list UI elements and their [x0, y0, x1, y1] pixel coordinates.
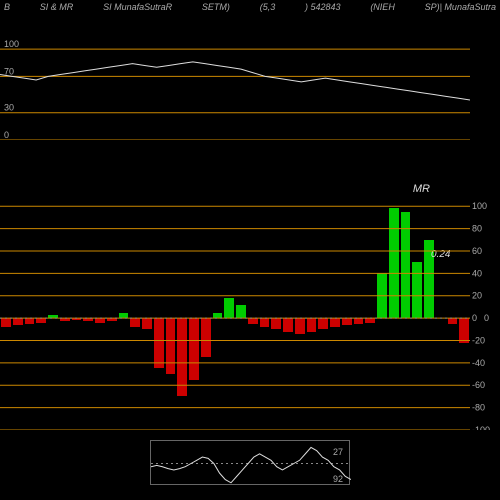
- header-item: ) 542843: [305, 2, 341, 14]
- header-item: (5,3: [260, 2, 276, 14]
- middle-grid: -100 -80 -60 -40 -20 0 20 40 60 80 100 0: [0, 195, 500, 430]
- header-item: (NIEH: [370, 2, 395, 14]
- svg-text:0: 0: [484, 313, 489, 323]
- svg-text:0: 0: [4, 130, 9, 140]
- svg-text:100: 100: [4, 40, 19, 49]
- header-item: B: [4, 2, 10, 14]
- svg-text:70: 70: [4, 66, 14, 76]
- svg-text:0: 0: [472, 313, 477, 323]
- svg-text:27: 27: [333, 447, 343, 457]
- header-item: SI & MR: [40, 2, 74, 14]
- svg-text:-40: -40: [472, 358, 485, 368]
- middle-chart-panel: MR 0.24 -100-80-60-40-200204060801000: [0, 195, 470, 430]
- upper-chart-panel: 0307010044.3: [0, 40, 470, 140]
- svg-text:-80: -80: [472, 403, 485, 413]
- svg-text:20: 20: [472, 291, 482, 301]
- svg-text:-60: -60: [472, 380, 485, 390]
- lower-chart-panel: 27 92: [150, 440, 350, 485]
- svg-text:-100: -100: [472, 425, 490, 430]
- svg-text:-20: -20: [472, 335, 485, 345]
- header-item: SP)| MunafaSutra: [425, 2, 496, 14]
- svg-text:60: 60: [472, 246, 482, 256]
- svg-text:40: 40: [472, 268, 482, 278]
- svg-text:100: 100: [472, 201, 487, 211]
- upper-line-chart: 0307010044.3: [0, 40, 470, 140]
- header-bar: B SI & MR SI MunafaSutraR SETM) (5,3 ) 5…: [0, 2, 500, 14]
- lower-line-chart: 27 92: [151, 441, 351, 486]
- svg-text:30: 30: [4, 103, 14, 113]
- svg-text:80: 80: [472, 224, 482, 234]
- svg-text:92: 92: [333, 474, 343, 484]
- header-item: SI MunafaSutraR: [103, 2, 172, 14]
- header-item: SETM): [202, 2, 230, 14]
- mr-label: MR: [413, 183, 430, 195]
